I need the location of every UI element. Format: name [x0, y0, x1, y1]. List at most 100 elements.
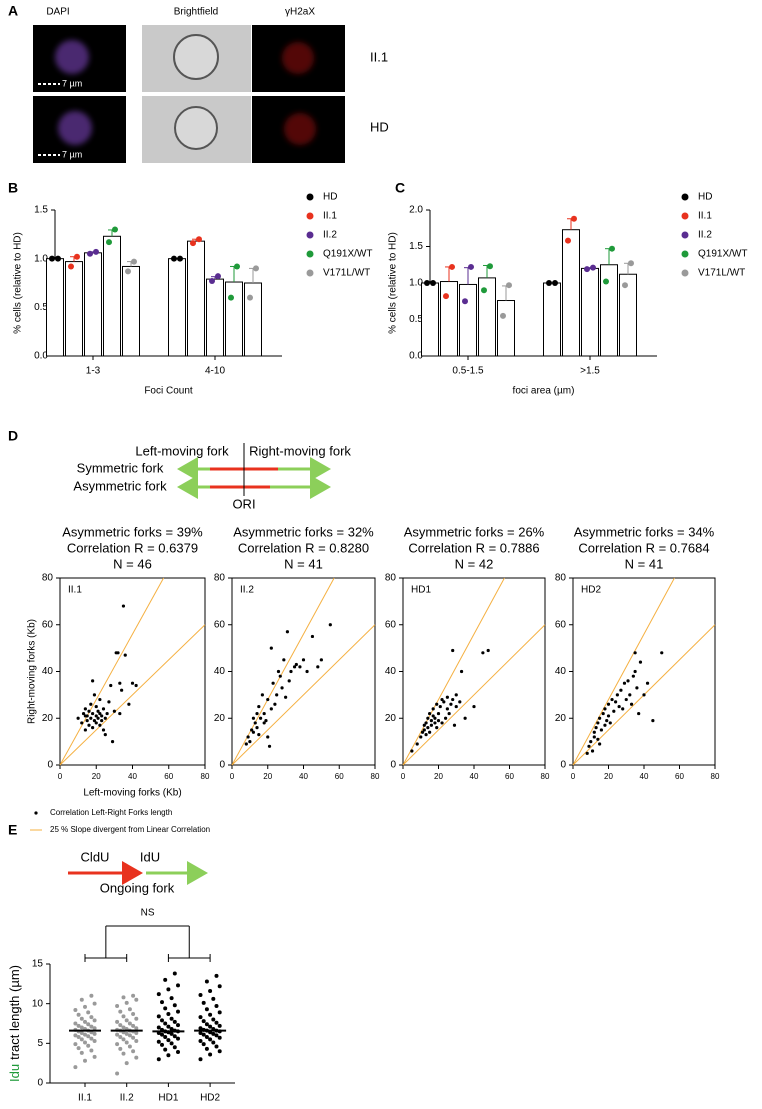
x-axis-label: Foci Count: [144, 386, 193, 397]
y-tick-label: 20: [385, 713, 397, 724]
point: [635, 686, 639, 690]
point: [211, 996, 216, 1001]
legend-marker: [306, 269, 314, 277]
point: [76, 716, 80, 720]
bar: [581, 267, 599, 357]
legend-label: II.2: [323, 230, 337, 241]
point: [435, 726, 439, 730]
point: [420, 730, 425, 734]
reference-line: [572, 577, 675, 766]
y-tick-label: 20: [214, 713, 226, 724]
nucleus: [58, 111, 92, 145]
point: [100, 718, 104, 723]
point: [244, 742, 248, 746]
point: [645, 681, 650, 685]
point: [633, 651, 637, 655]
point: [282, 658, 286, 662]
point: [619, 688, 623, 692]
point: [217, 984, 222, 989]
point: [172, 1019, 177, 1024]
point: [201, 1000, 206, 1005]
point: [292, 665, 297, 669]
point: [73, 1021, 78, 1026]
point: [160, 1042, 164, 1047]
scale-bar-label: 7 µm: [62, 78, 82, 88]
point: [451, 697, 455, 702]
panel-label: C: [395, 180, 405, 196]
point: [217, 1035, 222, 1040]
point: [73, 1008, 78, 1013]
diagram-label: Asymmetric fork: [73, 478, 167, 493]
point: [415, 742, 419, 746]
point: [94, 721, 98, 725]
point: [614, 700, 618, 704]
point: [172, 1045, 177, 1050]
point: [120, 688, 124, 692]
y-tick-label: 0.5: [409, 314, 423, 325]
point: [429, 718, 433, 723]
bar: [421, 282, 439, 357]
diagram-label: Left-moving fork: [135, 443, 229, 458]
point: [271, 681, 275, 685]
point: [124, 1031, 129, 1036]
y-tick-label: 0: [560, 760, 566, 771]
point: [83, 1032, 87, 1037]
y-tick-label: 60: [385, 619, 397, 630]
point: [208, 1052, 213, 1057]
point: [156, 1025, 161, 1030]
point: [92, 718, 97, 723]
diagram-caption: Ongoing fork: [100, 880, 175, 895]
point: [208, 1012, 213, 1017]
point: [257, 733, 261, 737]
point: [107, 700, 111, 704]
legend-label: V171L/WT: [698, 268, 745, 279]
point: [92, 1018, 97, 1023]
legend-label: V171L/WT: [323, 268, 370, 279]
point: [134, 1016, 139, 1021]
plot-label: II.1: [68, 585, 82, 596]
point: [73, 1042, 78, 1047]
diagram-label: ORI: [232, 496, 255, 511]
point: [606, 714, 611, 718]
x-tick-label: 60: [164, 772, 173, 781]
point: [214, 973, 219, 978]
point: [105, 711, 109, 716]
point: [651, 718, 655, 723]
point: [83, 1019, 87, 1024]
legend-label: II.1: [698, 211, 712, 222]
replicate-point: [177, 255, 183, 262]
point: [440, 721, 444, 725]
point: [79, 1050, 84, 1055]
point: [101, 728, 106, 732]
x-tick-label: 60: [505, 772, 514, 781]
legend-label: HD: [698, 192, 712, 203]
legend-marker: [306, 193, 314, 201]
point: [436, 711, 441, 716]
x-tick-label: >1.5: [580, 366, 600, 377]
point: [214, 1020, 219, 1025]
point: [486, 648, 490, 653]
point: [79, 1025, 84, 1030]
point: [211, 1040, 216, 1045]
point: [121, 604, 126, 608]
point: [103, 716, 107, 720]
replicate-point: [481, 287, 487, 294]
point: [260, 693, 264, 697]
point: [110, 740, 115, 744]
y-tick-label: 80: [555, 573, 567, 584]
point: [204, 1034, 209, 1039]
point: [92, 693, 97, 697]
y-tick-label: 80: [214, 573, 226, 584]
point: [166, 1024, 171, 1029]
point: [81, 711, 86, 716]
point: [118, 1034, 123, 1039]
replicate-point: [590, 264, 596, 271]
point: [592, 730, 596, 734]
point: [169, 1031, 174, 1036]
point: [660, 651, 664, 655]
replicate-point: [424, 280, 430, 286]
x-tick-label: HD1: [158, 1093, 178, 1104]
point: [599, 728, 604, 732]
point: [454, 693, 458, 697]
replicate-point: [565, 237, 571, 244]
